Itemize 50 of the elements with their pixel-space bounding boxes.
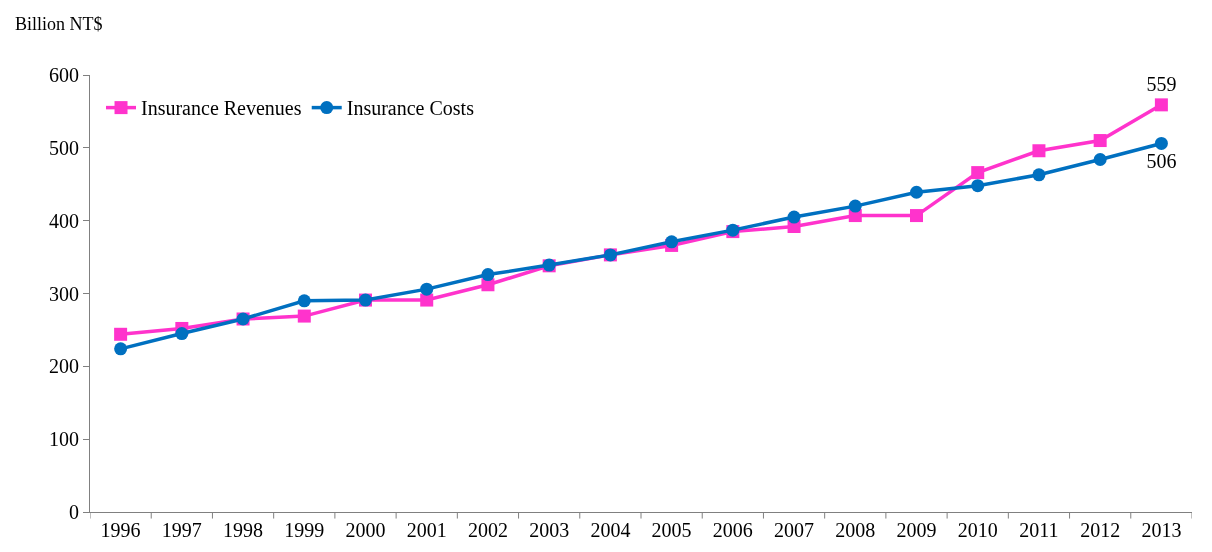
- point: [1154, 136, 1168, 150]
- x-tick-label: 2010: [957, 519, 998, 541]
- data-label: 559: [1146, 72, 1177, 95]
- point: [420, 282, 434, 296]
- y-axis-title: Billion NT$: [15, 14, 103, 34]
- point: [297, 294, 311, 308]
- x-tick-label: 2002: [467, 519, 508, 541]
- x-tick-label: 1998: [223, 519, 264, 541]
- y-tick-label: 100: [49, 428, 79, 451]
- x-tick-label: 1996: [100, 519, 141, 541]
- x-tick-label: 2012: [1080, 519, 1121, 541]
- legend-label: Insurance Costs: [346, 97, 475, 120]
- y-tick-label: 600: [49, 64, 79, 86]
- y-tick-label: 200: [49, 355, 79, 378]
- x-tick-label: 2004: [590, 519, 631, 541]
- x-tick-label: 2007: [774, 519, 815, 541]
- point: [420, 293, 434, 307]
- y-tick-label: 400: [49, 209, 79, 232]
- x-tick-label: 2009: [896, 519, 937, 541]
- point: [1032, 168, 1046, 182]
- point: [971, 166, 985, 180]
- point: [848, 199, 862, 213]
- x-tick-label: 2003: [529, 519, 570, 541]
- x-tick-label: 2013: [1141, 519, 1182, 541]
- point: [114, 342, 128, 356]
- point: [1154, 98, 1168, 112]
- x-tick-label: 1999: [284, 519, 325, 541]
- point: [175, 327, 189, 341]
- x-tick-label: 2008: [835, 519, 876, 541]
- point: [297, 309, 311, 323]
- point: [910, 209, 923, 223]
- point: [481, 268, 495, 282]
- x-tick-label: 2011: [1019, 519, 1059, 541]
- x-tick-label: 2006: [712, 519, 753, 541]
- point: [787, 210, 801, 224]
- data-label: 506: [1146, 149, 1177, 172]
- y-tick-label: 500: [49, 136, 79, 159]
- point: [114, 327, 128, 341]
- point: [910, 185, 923, 199]
- y-tick-label: 0: [69, 501, 79, 523]
- y-tick-label: 300: [49, 282, 79, 305]
- point: [1093, 134, 1107, 148]
- x-tick-label: 2005: [651, 519, 692, 541]
- point: [1093, 152, 1107, 166]
- point: [971, 179, 985, 193]
- x-tick-label: 1997: [161, 519, 202, 541]
- legend-label: Insurance Revenues: [141, 97, 302, 120]
- x-tick-label: 2000: [345, 519, 386, 541]
- x-tick-label: 2001: [406, 519, 447, 541]
- point: [1032, 144, 1046, 158]
